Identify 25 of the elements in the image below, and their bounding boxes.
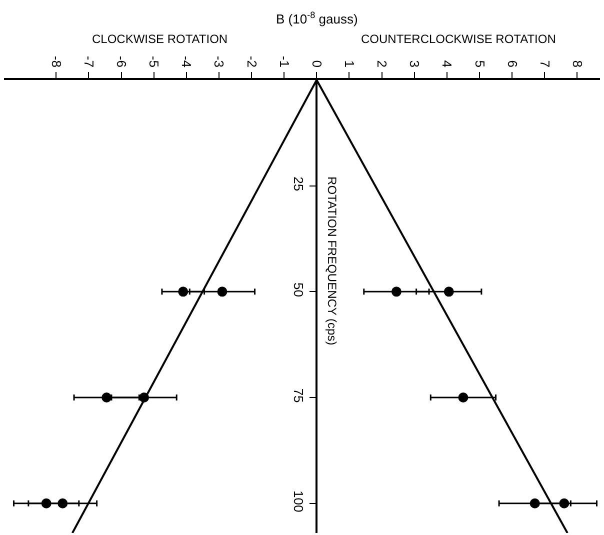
x-tick-label: -6: [114, 56, 130, 68]
x-tick-label: -1: [276, 56, 292, 68]
x-tick-label: 8: [570, 60, 585, 68]
x-tick-label: 3: [407, 60, 422, 68]
y-tick-label: 100: [291, 490, 306, 512]
x-tick-label: 0: [309, 60, 324, 68]
y-tick-label: 50: [291, 282, 306, 297]
x-tick-label: 6: [504, 60, 520, 68]
x-axis-title: B (10$^{-8}$ gauss): [276, 10, 358, 26]
y-tick-label: 75: [291, 388, 306, 403]
x-tick-label: 4: [440, 60, 455, 68]
x-tick-label: -2: [244, 56, 260, 68]
x-tick-label: 2: [374, 60, 390, 68]
y-axis-title: ROTATION FREQUENCY (cps): [324, 176, 339, 346]
x-tick-label: -5: [146, 56, 162, 68]
x-tick-label: -8: [48, 56, 64, 68]
x-tick-label: 5: [472, 60, 488, 68]
x-tick-label: 1: [342, 60, 357, 68]
y-tick-label: 25: [291, 176, 306, 192]
x-tick-label: -3: [212, 56, 227, 68]
x-tick-label: -4: [179, 56, 194, 68]
text: CLOCKWISE ROTATION: [92, 32, 228, 46]
text: COUNTERCLOCKWISE ROTATION: [361, 32, 556, 46]
x-tick-label: 7: [537, 60, 552, 68]
x-tick-label: -7: [81, 56, 96, 68]
